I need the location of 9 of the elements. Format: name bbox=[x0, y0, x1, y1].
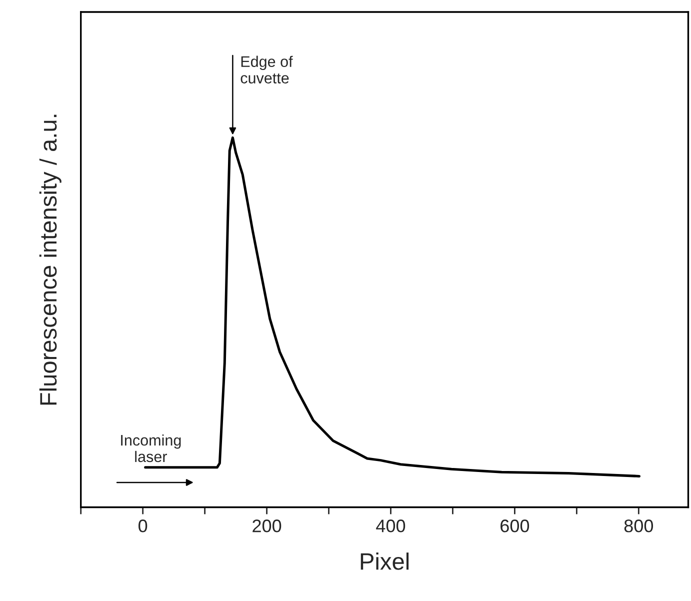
x-tick-label: 200 bbox=[252, 520, 282, 532]
x-tick-label: 400 bbox=[376, 520, 406, 532]
x-axis-title: Pixel bbox=[360, 552, 409, 570]
x-tick-label: 0 bbox=[138, 520, 148, 532]
annotation: Edge of cuvette bbox=[240, 56, 293, 84]
x-tick-label: 600 bbox=[500, 520, 530, 532]
x-tick-label: 800 bbox=[624, 520, 654, 532]
y-axis-title: Fluorescence intensity / a.u. bbox=[39, 114, 62, 405]
annotation: Incoming laser bbox=[121, 434, 181, 462]
